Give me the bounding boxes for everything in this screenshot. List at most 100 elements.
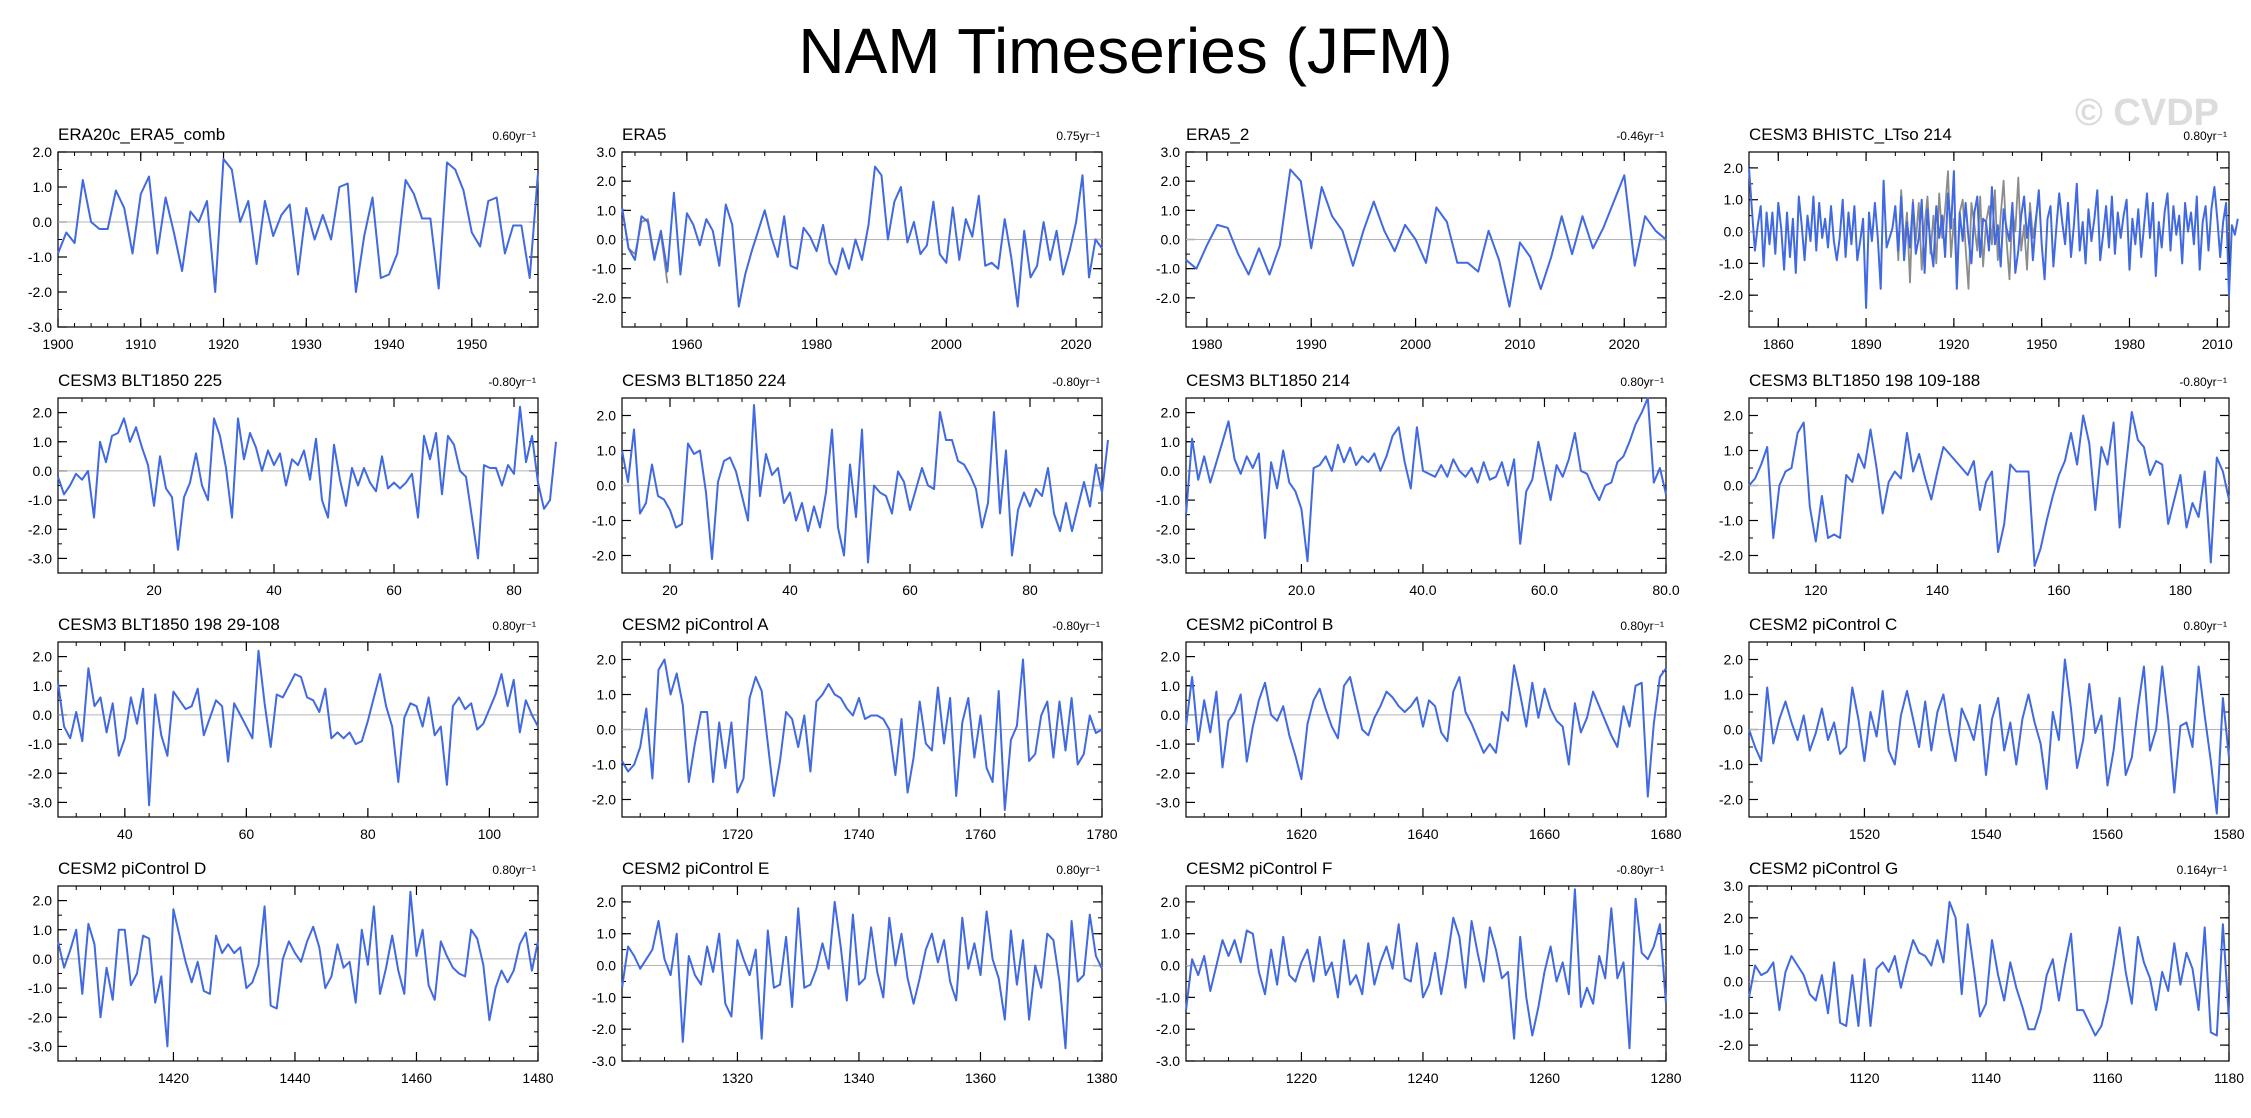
y-tick-label: -2.0 bbox=[592, 548, 616, 564]
y-tick-label: 1.0 bbox=[1161, 926, 1181, 942]
trend-label: -0.80yr⁻¹ bbox=[2179, 375, 2227, 389]
y-tick-label: -1.0 bbox=[592, 757, 616, 773]
x-tick-label: 1950 bbox=[456, 336, 487, 352]
y-tick-label: -2.0 bbox=[1156, 521, 1180, 537]
y-tick-label: 2.0 bbox=[33, 649, 53, 665]
x-tick-label: 1920 bbox=[1938, 336, 1969, 352]
x-tick-label: 1640 bbox=[1407, 826, 1438, 842]
x-tick-label: 1340 bbox=[843, 1070, 874, 1086]
trend-label: 0.75yr⁻¹ bbox=[1056, 129, 1100, 143]
panel-title: CESM3 BLT1850 198 109-188 bbox=[1749, 371, 1980, 390]
nam-series-line bbox=[57, 405, 557, 560]
y-tick-label: -3.0 bbox=[1156, 550, 1180, 566]
x-tick-label: 1560 bbox=[2092, 826, 2123, 842]
y-tick-label: -2.0 bbox=[1156, 765, 1180, 781]
y-tick-label: 2.0 bbox=[1161, 173, 1181, 189]
x-tick-label: 2010 bbox=[2202, 336, 2233, 352]
y-tick-label: -2.0 bbox=[1156, 1021, 1180, 1037]
nam-series-line bbox=[1185, 888, 1667, 1050]
y-tick-label: -1.0 bbox=[1156, 736, 1180, 752]
panel-title: CESM3 BLT1850 224 bbox=[622, 371, 786, 390]
x-tick-label: 40.0 bbox=[1409, 582, 1436, 598]
x-tick-label: 1890 bbox=[1850, 336, 1881, 352]
trend-label: -0.80yr⁻¹ bbox=[1616, 863, 1664, 877]
trend-label: 0.80yr⁻¹ bbox=[2183, 129, 2227, 143]
x-tick-label: 1960 bbox=[671, 336, 702, 352]
y-tick-label: -1.0 bbox=[1719, 255, 1743, 271]
y-tick-label: -2.0 bbox=[28, 521, 52, 537]
x-tick-label: 1320 bbox=[722, 1070, 753, 1086]
trend-label: 0.60yr⁻¹ bbox=[492, 129, 536, 143]
y-tick-label: 2.0 bbox=[597, 894, 617, 910]
x-tick-label: 100 bbox=[478, 826, 502, 842]
y-tick-label: -3.0 bbox=[28, 550, 52, 566]
y-tick-label: 2.0 bbox=[1161, 405, 1181, 421]
panel-title: CESM3 BLT1850 214 bbox=[1186, 371, 1350, 390]
y-tick-label: 1.0 bbox=[1161, 434, 1181, 450]
y-tick-label: 0.0 bbox=[597, 478, 617, 494]
y-tick-label: 0.0 bbox=[33, 214, 53, 230]
nam-series-line bbox=[1185, 168, 1667, 308]
y-tick-label: 0.0 bbox=[1161, 958, 1181, 974]
y-tick-label: -1.0 bbox=[1156, 261, 1180, 277]
y-tick-label: -2.0 bbox=[28, 1009, 52, 1025]
y-tick-label: 1.0 bbox=[597, 687, 617, 703]
x-tick-label: 1240 bbox=[1407, 1070, 1438, 1086]
x-tick-label: 1740 bbox=[843, 826, 874, 842]
trend-label: 0.80yr⁻¹ bbox=[492, 619, 536, 633]
panel-11: CESM2 piControl B 0.80yr⁻¹ -3.0 -2.0 -1.0 0.0… bbox=[1156, 615, 1682, 842]
y-tick-label: 2.0 bbox=[597, 408, 617, 424]
x-tick-label: 1920 bbox=[208, 336, 239, 352]
plot-frame bbox=[1748, 885, 2230, 1062]
plot-frame bbox=[1185, 885, 1667, 1062]
x-tick-label: 1420 bbox=[158, 1070, 189, 1086]
x-tick-label: 80.0 bbox=[1652, 582, 1679, 598]
y-tick-label: 0.0 bbox=[1724, 224, 1744, 240]
panel-title: CESM2 piControl G bbox=[1749, 859, 1898, 878]
y-tick-label: 1.0 bbox=[33, 434, 53, 450]
y-tick-label: -2.0 bbox=[28, 765, 52, 781]
x-tick-label: 1980 bbox=[801, 336, 832, 352]
x-tick-label: 1140 bbox=[1971, 1070, 2001, 1086]
panel-14: CESM2 piControl E 0.80yr⁻¹ -3.0 -2.0 -1.0 0.0… bbox=[592, 859, 1118, 1086]
x-tick-label: 1720 bbox=[722, 826, 753, 842]
y-tick-label: 0.0 bbox=[1724, 722, 1744, 738]
x-tick-label: 20 bbox=[146, 582, 162, 598]
y-tick-label: -1.0 bbox=[592, 261, 616, 277]
x-tick-label: 1160 bbox=[2092, 1070, 2122, 1086]
x-tick-label: 1990 bbox=[1296, 336, 1327, 352]
y-tick-label: -3.0 bbox=[1156, 1053, 1180, 1069]
x-tick-label: 1480 bbox=[522, 1070, 553, 1086]
x-tick-label: 1780 bbox=[1086, 826, 1117, 842]
y-tick-label: -1.0 bbox=[1719, 757, 1743, 773]
nam-series-line bbox=[621, 404, 1109, 564]
y-tick-label: 0.0 bbox=[33, 951, 53, 967]
x-tick-label: 1520 bbox=[1849, 826, 1880, 842]
y-tick-label: -2.0 bbox=[1156, 290, 1180, 306]
x-tick-label: 1660 bbox=[1529, 826, 1560, 842]
panel-3: ERA5_2 -0.46yr⁻¹ -2.0 -1.0 0.0 1.0 2.0 3.0 1980 1… bbox=[1156, 125, 1667, 352]
y-tick-label: -1.0 bbox=[592, 513, 616, 529]
trend-label: -0.46yr⁻¹ bbox=[1616, 129, 1664, 143]
panel-8: CESM3 BLT1850 198 109-188 -0.80yr⁻¹ -2.0 -1… bbox=[1719, 371, 2230, 598]
panel-13: CESM2 piControl D 0.80yr⁻¹ -3.0 -2.0 -1.0 0.0… bbox=[28, 859, 554, 1086]
x-tick-label: 1180 bbox=[2214, 1070, 2244, 1086]
y-tick-label: 3.0 bbox=[597, 144, 617, 160]
x-tick-label: 40 bbox=[117, 826, 133, 842]
x-tick-label: 1760 bbox=[965, 826, 996, 842]
y-tick-label: -3.0 bbox=[28, 1038, 52, 1054]
trend-label: -0.80yr⁻¹ bbox=[488, 375, 536, 389]
y-tick-label: -1.0 bbox=[1719, 513, 1743, 529]
y-tick-label: 0.0 bbox=[597, 722, 617, 738]
x-tick-label: 1680 bbox=[1650, 826, 1681, 842]
x-tick-label: 60.0 bbox=[1531, 582, 1558, 598]
x-tick-label: 1280 bbox=[1650, 1070, 1681, 1086]
panel-9: CESM3 BLT1850 198 29-108 0.80yr⁻¹ -3.0 -2.0… bbox=[28, 615, 539, 842]
y-tick-label: -1.0 bbox=[28, 249, 52, 265]
nam-series-line bbox=[57, 649, 539, 807]
x-tick-label: 1120 bbox=[1849, 1070, 1879, 1086]
y-tick-label: 1.0 bbox=[1724, 687, 1744, 703]
x-tick-label: 1260 bbox=[1529, 1070, 1560, 1086]
x-tick-label: 1980 bbox=[2114, 336, 2145, 352]
y-tick-label: 2.0 bbox=[1724, 652, 1744, 668]
